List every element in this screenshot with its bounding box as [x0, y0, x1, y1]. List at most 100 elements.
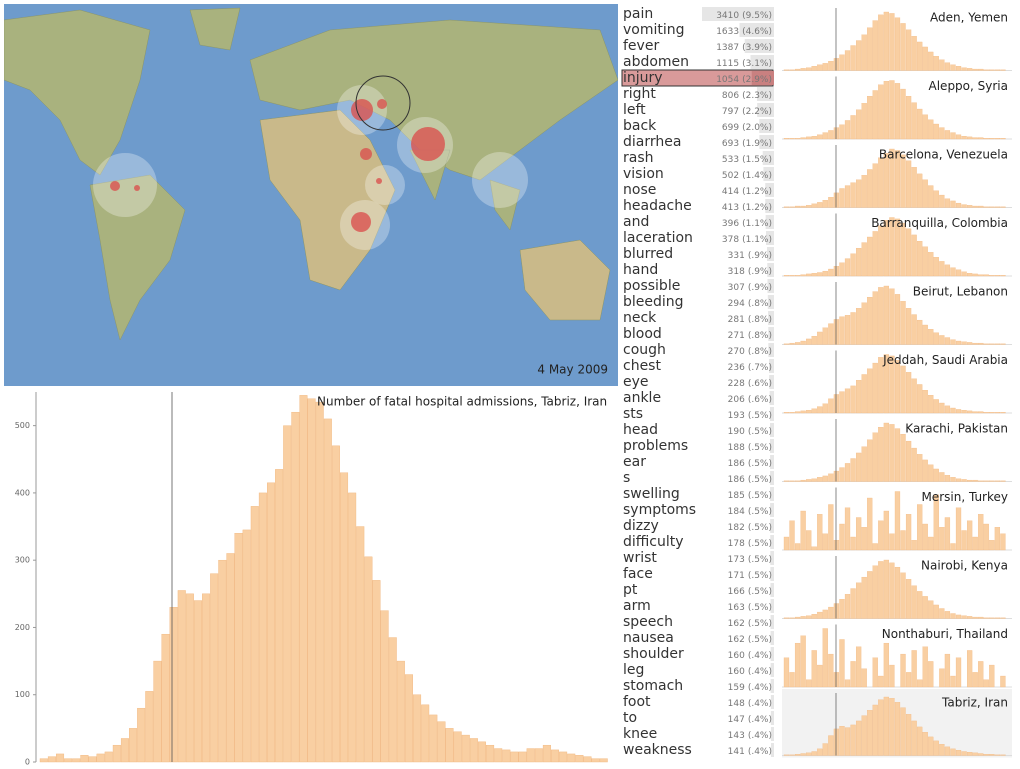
city-name[interactable]: Nairobi, Kenya: [921, 559, 1008, 573]
term[interactable]: s: [623, 470, 630, 486]
city-name[interactable]: Barranquilla, Colombia: [871, 216, 1008, 230]
mini-bar: [828, 504, 834, 551]
term[interactable]: nausea: [623, 630, 674, 646]
count: 806: [722, 91, 739, 101]
term[interactable]: chest: [623, 358, 661, 374]
mini-bar: [939, 335, 945, 345]
term[interactable]: eye: [623, 374, 649, 390]
mini-bar: [817, 331, 823, 345]
city-panels[interactable]: Aden, Yemen Aleppo, Syria Barcelona, Venez…: [782, 8, 1012, 758]
term[interactable]: head: [623, 422, 658, 438]
term[interactable]: hand: [623, 262, 658, 278]
term[interactable]: arm: [623, 598, 651, 614]
term[interactable]: swelling: [623, 486, 680, 502]
term[interactable]: leg: [623, 662, 644, 678]
term[interactable]: and: [623, 214, 649, 230]
y-tick-label: 200: [15, 623, 30, 632]
term[interactable]: diarrhea: [623, 134, 681, 150]
term[interactable]: blood: [623, 326, 662, 342]
term[interactable]: to: [623, 710, 637, 726]
count-bar: [756, 87, 774, 101]
mini-bar: [900, 653, 906, 688]
term[interactable]: left: [623, 102, 646, 118]
mini-bar: [861, 715, 867, 756]
city-name[interactable]: Beirut, Lebanon: [913, 285, 1008, 299]
term[interactable]: vision: [623, 166, 664, 182]
city-name[interactable]: Aden, Yemen: [930, 11, 1008, 25]
mini-bar: [989, 754, 995, 756]
term[interactable]: rash: [623, 150, 654, 166]
mini-bar: [883, 422, 890, 482]
term-count: 413 (1.2%): [722, 203, 772, 213]
term[interactable]: headache: [623, 198, 692, 214]
term[interactable]: cough: [623, 342, 666, 358]
term[interactable]: pt: [623, 582, 638, 598]
mini-bar: [978, 661, 984, 688]
city-name[interactable]: Barcelona, Venezuela: [879, 148, 1008, 162]
mini-bar: [817, 202, 823, 208]
term[interactable]: blurred: [623, 246, 673, 262]
city-name[interactable]: Mersin, Turkey: [921, 490, 1008, 504]
term[interactable]: knee: [623, 726, 657, 742]
term-count: 171 (.5%): [728, 571, 772, 581]
mini-bar: [983, 480, 989, 482]
term[interactable]: right: [623, 86, 656, 102]
count: 331: [728, 251, 745, 261]
count: 502: [722, 171, 739, 181]
term[interactable]: problems: [623, 438, 688, 454]
mini-bar: [944, 611, 951, 619]
mini-bar: [839, 391, 845, 414]
term[interactable]: foot: [623, 694, 651, 710]
share: (2.9%): [742, 75, 772, 85]
term[interactable]: dizzy: [623, 518, 659, 534]
mini-bar: [972, 752, 978, 756]
mini-bar: [933, 332, 939, 345]
map[interactable]: 4 May 2009: [4, 4, 618, 386]
mini-bar: [806, 615, 812, 619]
count-bar: [769, 407, 774, 421]
term[interactable]: back: [623, 118, 657, 134]
bar: [469, 738, 478, 763]
term[interactable]: sts: [623, 406, 643, 422]
share: (1.1%): [742, 219, 772, 229]
city-name[interactable]: Karachi, Pakistan: [905, 422, 1008, 436]
mini-bar: [811, 614, 817, 619]
term[interactable]: symptoms: [623, 502, 696, 518]
mini-bar: [933, 399, 939, 414]
term[interactable]: neck: [623, 310, 657, 326]
term[interactable]: shoulder: [623, 646, 684, 662]
term[interactable]: pain: [623, 6, 653, 22]
term[interactable]: bleeding: [623, 294, 684, 310]
mini-bar: [883, 285, 890, 345]
term[interactable]: weakness: [623, 742, 692, 758]
city-name[interactable]: Nonthaburi, Thailand: [882, 627, 1008, 641]
term[interactable]: laceration: [623, 230, 693, 246]
term[interactable]: abdomen: [623, 54, 689, 70]
term[interactable]: wrist: [623, 550, 657, 566]
term[interactable]: possible: [623, 278, 680, 294]
mini-bar: [928, 736, 934, 756]
mini-bar: [944, 130, 951, 140]
term[interactable]: ear: [623, 454, 646, 470]
term[interactable]: ankle: [623, 390, 661, 406]
term[interactable]: face: [623, 566, 653, 582]
city-name[interactable]: Aleppo, Syria: [929, 79, 1008, 93]
city-name[interactable]: Jeddah, Saudi Arabia: [882, 353, 1008, 367]
term[interactable]: fever: [623, 38, 659, 54]
term[interactable]: speech: [623, 614, 673, 630]
term[interactable]: vomiting: [623, 22, 685, 38]
mini-bar: [922, 179, 928, 208]
term[interactable]: stomach: [623, 678, 683, 694]
term[interactable]: nose: [623, 182, 656, 198]
count: 271: [728, 331, 745, 341]
term[interactable]: difficulty: [623, 534, 684, 550]
term[interactable]: injury: [623, 70, 663, 86]
mini-bar: [833, 394, 840, 414]
mini-bar: [817, 664, 823, 688]
mini-bar: [817, 272, 823, 277]
term-list[interactable]: pain 3410 (9.5%) vomiting 1633 (4.6%) fever 138…: [621, 6, 774, 758]
share: (1.2%): [742, 187, 772, 197]
mini-bar: [872, 163, 878, 208]
city-name[interactable]: Tabriz, Iran: [941, 696, 1008, 710]
